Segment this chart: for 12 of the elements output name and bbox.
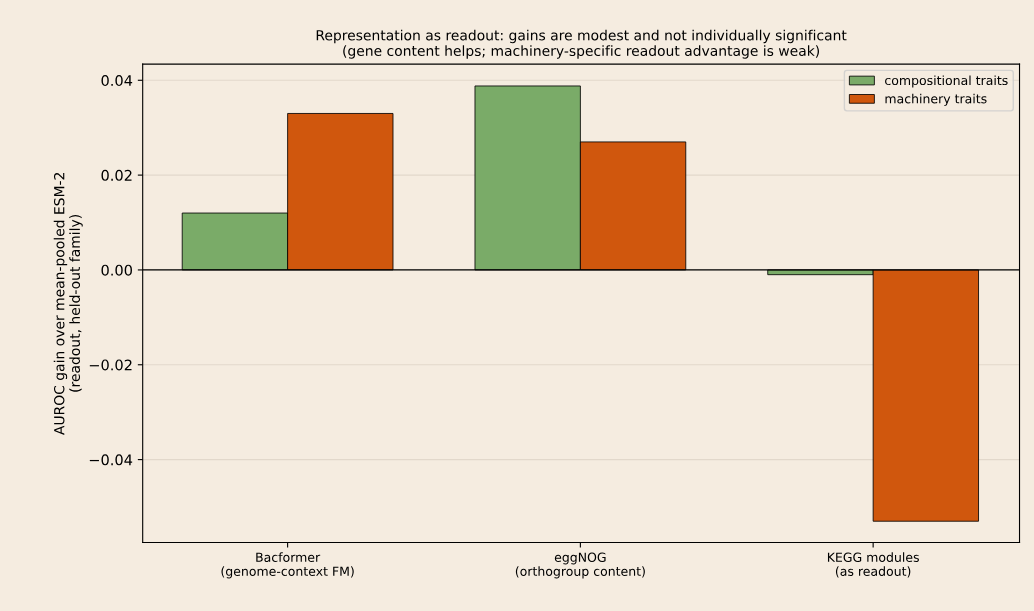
x-tick-label: KEGG modules (as readout) xyxy=(827,552,919,578)
y-tick-label: −0.04 xyxy=(89,454,133,466)
legend-label: machinery traits xyxy=(885,93,987,106)
y-tick-label: −0.02 xyxy=(89,359,132,371)
y-tick-label: 0.02 xyxy=(101,169,132,181)
chart-title: Representation as readout: gains are modest and not individually significant (gene content helps; machinery-specific readout advantage is weak) xyxy=(316,29,847,59)
x-tick-label: eggNOG (orthogroup content) xyxy=(515,552,645,579)
legend-label: compositional traits xyxy=(885,75,1008,88)
y-tick-label: 0.04 xyxy=(101,74,133,87)
y-axis-title: AUROC gain over mean-pooled ESM-2 (readout, held-out family) xyxy=(53,173,83,435)
y-tick-label: 0.00 xyxy=(101,264,132,276)
x-tick-label: Bacformer (genome-context FM) xyxy=(221,552,354,579)
